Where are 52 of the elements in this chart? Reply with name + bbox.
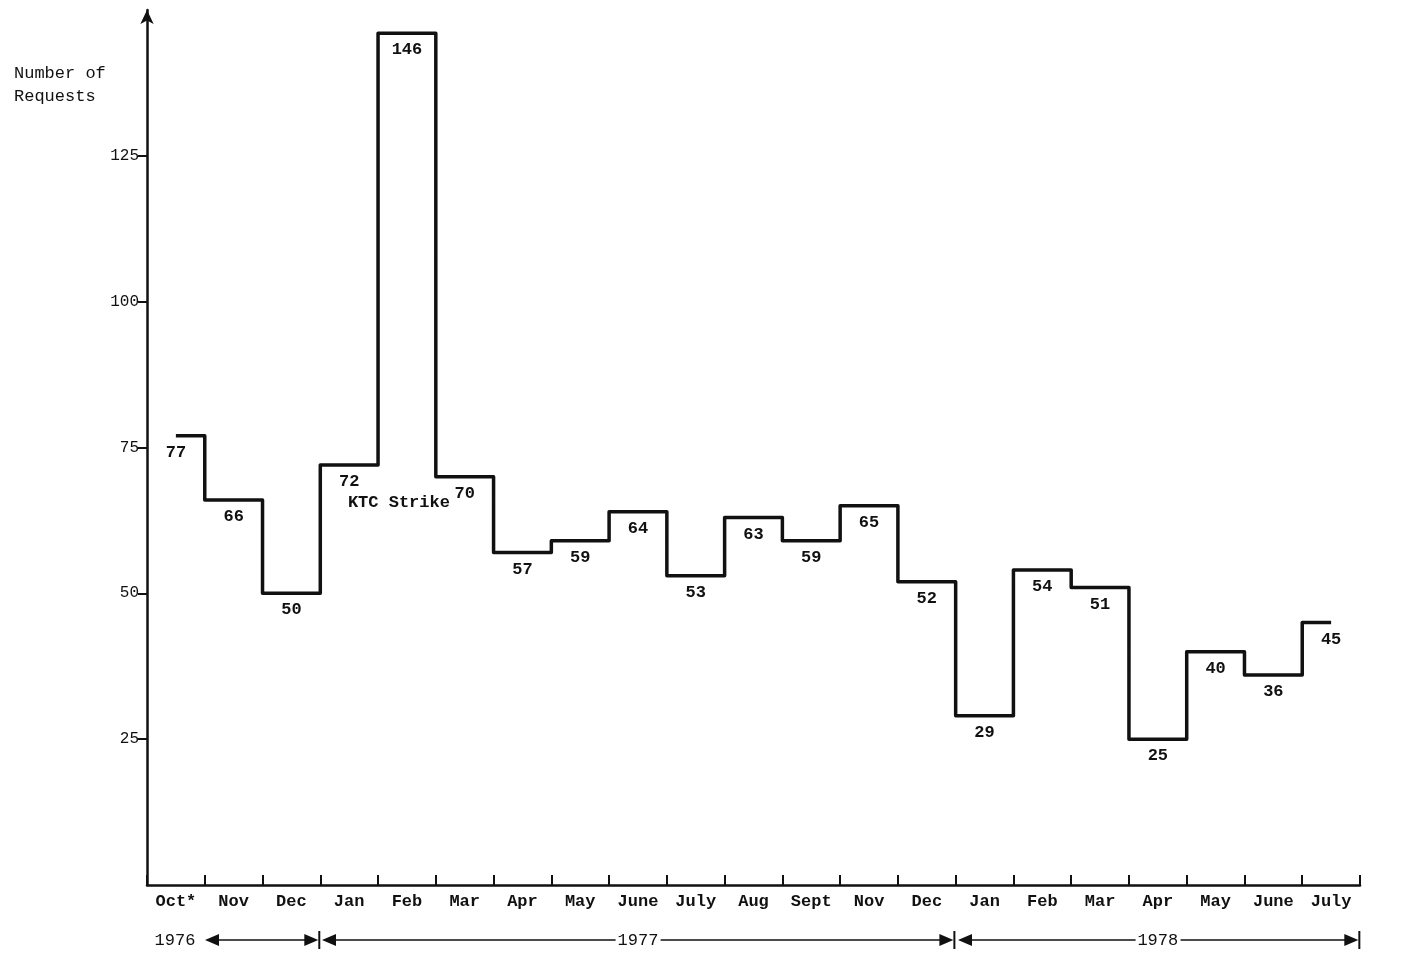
data-label: 64 <box>627 518 649 538</box>
x-tick-label: July <box>1310 892 1352 911</box>
x-tick-label: Mar <box>1084 892 1116 911</box>
data-label: 36 <box>1263 682 1284 701</box>
data-label: 70 <box>454 483 475 503</box>
data-label: 63 <box>743 524 764 544</box>
x-tick-label: May <box>1200 892 1231 911</box>
data-label: 40 <box>1205 658 1226 678</box>
data-label: 77 <box>165 442 187 462</box>
data-label: 72 <box>338 472 360 491</box>
x-tick-label: June <box>617 892 659 911</box>
data-label: 66 <box>223 507 244 526</box>
x-tick-label: Nov <box>853 892 885 911</box>
x-tick-label: Jan <box>969 892 1000 911</box>
y-tick-label: 125 <box>110 146 139 165</box>
x-tick-label: Mar <box>449 892 480 911</box>
x-tick-label: May <box>564 892 596 911</box>
x-tick-label: Dec <box>276 892 307 911</box>
x-tick-label: Aug <box>738 892 769 911</box>
x-tick-label: Dec <box>911 892 943 911</box>
x-tick-label: Apr <box>1142 892 1174 911</box>
text: 1978 <box>1135 930 1181 950</box>
data-label: 29 <box>974 722 995 742</box>
text: 1976 <box>152 930 198 950</box>
data-label: 45 <box>1320 629 1342 649</box>
data-label: 59 <box>801 547 822 567</box>
data-label: 50 <box>281 600 302 620</box>
x-tick-label: Oct* <box>155 892 197 911</box>
x-tick-label: Nov <box>218 892 249 911</box>
y-tick-label: 50 <box>119 584 139 603</box>
text: 1977 <box>615 930 661 950</box>
x-tick-label: Sept <box>790 892 832 911</box>
data-label: 51 <box>1089 594 1111 614</box>
data-label: 54 <box>1032 577 1053 596</box>
data-label: 57 <box>512 559 533 579</box>
data-label: 25 <box>1147 746 1169 766</box>
data-label: 59 <box>570 547 591 567</box>
y-tick-label: 100 <box>110 292 139 311</box>
y-axis-title: Number of Requests <box>14 63 107 108</box>
data-label: 146 <box>391 40 423 60</box>
y-tick-label: 75 <box>119 438 139 457</box>
annotation: KTC Strike <box>346 492 451 512</box>
x-tick-label: Jan <box>333 892 365 911</box>
data-label: 53 <box>685 582 706 602</box>
data-label: 52 <box>916 588 937 608</box>
y-tick-label: 25 <box>119 730 139 749</box>
x-tick-label: July <box>675 892 717 911</box>
x-tick-label: Feb <box>1027 892 1058 911</box>
x-tick-label: June <box>1252 892 1294 911</box>
data-label: 65 <box>858 512 880 532</box>
x-tick-label: Apr <box>507 892 538 911</box>
x-tick-label: Feb <box>391 892 423 911</box>
